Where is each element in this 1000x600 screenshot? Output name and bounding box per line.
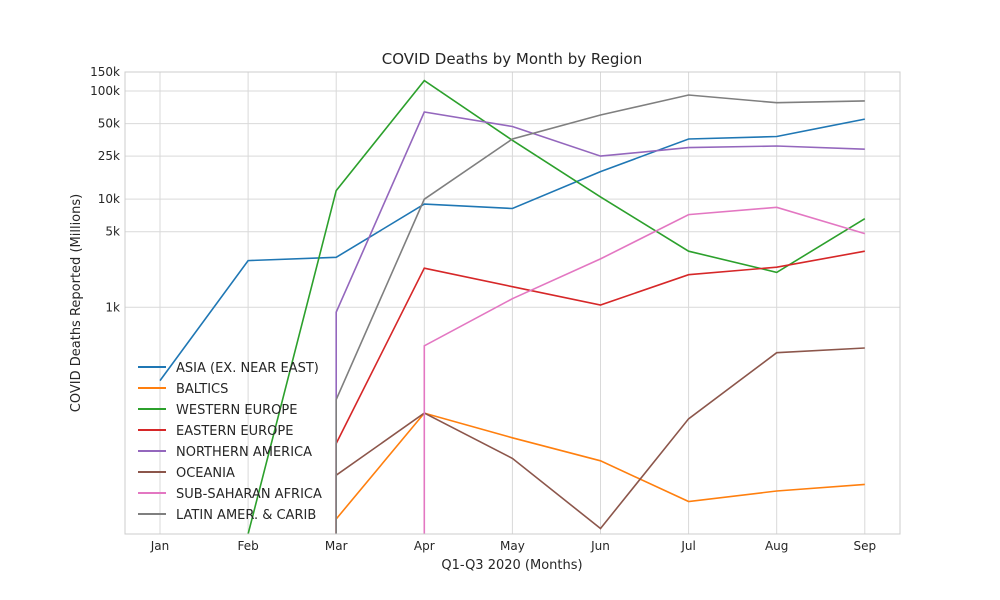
series-line xyxy=(335,250,865,534)
y-tick-label: 10k xyxy=(98,192,120,206)
x-tick-label: Feb xyxy=(237,539,258,553)
y-tick-label: 150k xyxy=(90,65,120,79)
x-tick-label: Sep xyxy=(853,539,876,553)
series-line xyxy=(335,347,865,534)
y-axis-ticks: 150k 100k 50k 25k 10k 5k 1k xyxy=(90,65,120,314)
x-axis-label: Q1-Q3 2020 (Months) xyxy=(441,558,582,573)
legend-label: SUB-SAHARAN AFRICA xyxy=(176,487,322,502)
series-line xyxy=(159,118,865,382)
series-line xyxy=(423,206,866,534)
legend-label: OCEANIA xyxy=(176,466,235,481)
y-tick-label: 1k xyxy=(105,300,120,314)
y-tick-label: 25k xyxy=(98,149,120,163)
x-tick-label: May xyxy=(500,539,525,553)
series-lines xyxy=(159,79,866,534)
y-tick-label: 100k xyxy=(90,84,120,98)
chart-title: COVID Deaths by Month by Region xyxy=(382,50,642,68)
legend: ASIA (EX. NEAR EAST) BALTICS WESTERN EUROP… xyxy=(138,361,322,523)
y-axis-label: COVID Deaths Reported (Millions) xyxy=(69,194,84,412)
series-line xyxy=(335,412,865,534)
legend-label: WESTERN EUROPE xyxy=(176,403,297,418)
x-tick-label: Jun xyxy=(590,539,610,553)
y-tick-label: 5k xyxy=(105,225,120,239)
series-line xyxy=(335,94,865,534)
x-tick-label: Jan xyxy=(150,539,170,553)
plot-frame xyxy=(124,71,901,535)
legend-label: EASTERN EUROPE xyxy=(176,424,293,439)
x-tick-label: Apr xyxy=(414,539,435,553)
legend-label: ASIA (EX. NEAR EAST) xyxy=(176,361,319,376)
legend-label: LATIN AMER. & CARIB xyxy=(176,508,316,523)
y-tick-label: 50k xyxy=(98,117,120,131)
x-tick-label: Aug xyxy=(765,539,788,553)
x-tick-label: Mar xyxy=(325,539,348,553)
x-tick-label: Jul xyxy=(680,539,695,553)
series-line xyxy=(335,111,865,534)
x-axis-ticks: Jan Feb Mar Apr May Jun Jul Aug Sep xyxy=(150,539,876,553)
legend-label: NORTHERN AMERICA xyxy=(176,445,312,460)
legend-label: BALTICS xyxy=(176,382,228,397)
